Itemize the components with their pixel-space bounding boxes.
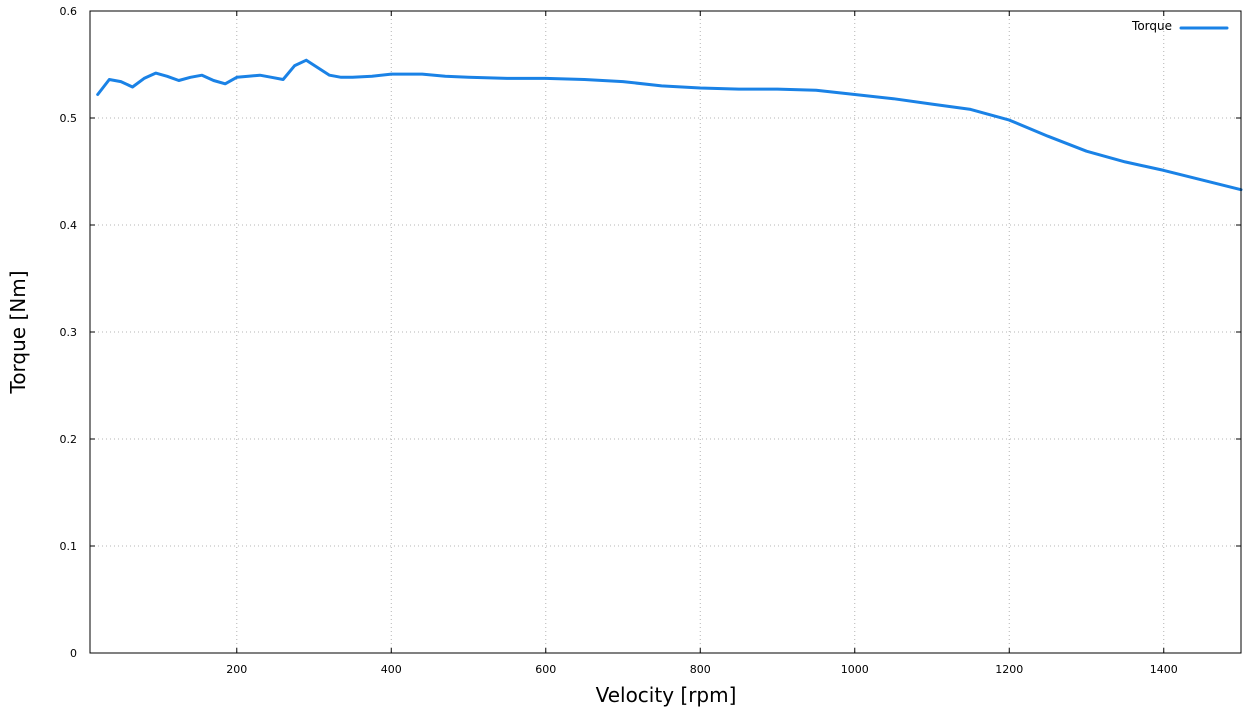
y-tick-label: 0.4 <box>60 219 78 232</box>
ticks: 0 0.1 0.2 0.3 0.4 0.5 0.6 200 400 600 800 1000 1200 1… <box>60 5 1241 676</box>
grid <box>90 11 1241 653</box>
y-tick-label: 0.5 <box>60 112 78 125</box>
legend-label-torque: Torque <box>1131 19 1172 33</box>
x-tick-label: 1200 <box>995 663 1023 676</box>
y-axis-title: Torque [Nm] <box>6 270 30 394</box>
x-tick-label: 800 <box>690 663 711 676</box>
y-tick-label: 0.2 <box>60 433 78 446</box>
series-layer <box>96 58 1243 192</box>
y-tick-label: 0.6 <box>60 5 78 18</box>
x-tick-label: 1400 <box>1150 663 1178 676</box>
x-tick-label: 600 <box>535 663 556 676</box>
y-tick-label: 0.3 <box>60 326 78 339</box>
y-tick-label: 0 <box>70 647 77 660</box>
x-tick-label: 200 <box>226 663 247 676</box>
y-tick-label: 0.1 <box>60 540 78 553</box>
x-tick-label: 1000 <box>841 663 869 676</box>
x-axis-title: Velocity [rpm] <box>596 683 737 707</box>
legend: Torque <box>1131 19 1229 33</box>
series-line-torque <box>96 58 1243 192</box>
x-tick-label: 400 <box>381 663 402 676</box>
